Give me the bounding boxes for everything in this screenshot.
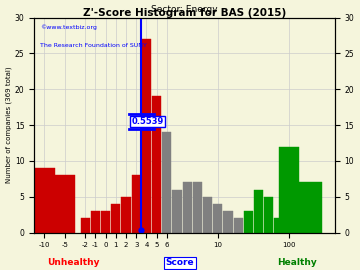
Text: ©www.textbiz.org: ©www.textbiz.org (40, 24, 97, 30)
Bar (91, 211, 100, 232)
Bar (193, 183, 202, 232)
Text: 0.5539: 0.5539 (131, 117, 163, 126)
Bar (111, 204, 121, 232)
Bar (203, 197, 212, 232)
Bar (244, 211, 253, 232)
Bar (132, 175, 141, 232)
Bar (183, 183, 192, 232)
Text: The Research Foundation of SUNY: The Research Foundation of SUNY (40, 43, 147, 48)
Text: Sector: Energy: Sector: Energy (151, 5, 218, 15)
Bar (172, 190, 181, 232)
Bar (213, 204, 222, 232)
Bar (81, 218, 90, 232)
Bar (297, 183, 322, 232)
Bar (264, 197, 273, 232)
Bar (55, 175, 75, 232)
Bar (254, 190, 263, 232)
Bar (279, 147, 299, 232)
Text: Score: Score (166, 258, 194, 267)
Bar (274, 218, 284, 232)
Bar (152, 96, 161, 232)
Title: Z'-Score Histogram for BAS (2015): Z'-Score Histogram for BAS (2015) (83, 8, 286, 18)
Bar (34, 168, 55, 232)
Text: Unhealthy: Unhealthy (47, 258, 99, 267)
Bar (101, 211, 110, 232)
Text: Healthy: Healthy (277, 258, 317, 267)
Bar (162, 132, 171, 232)
Y-axis label: Number of companies (369 total): Number of companies (369 total) (5, 67, 12, 183)
Bar (223, 211, 233, 232)
Bar (142, 39, 151, 232)
Bar (121, 197, 131, 232)
Bar (234, 218, 243, 232)
